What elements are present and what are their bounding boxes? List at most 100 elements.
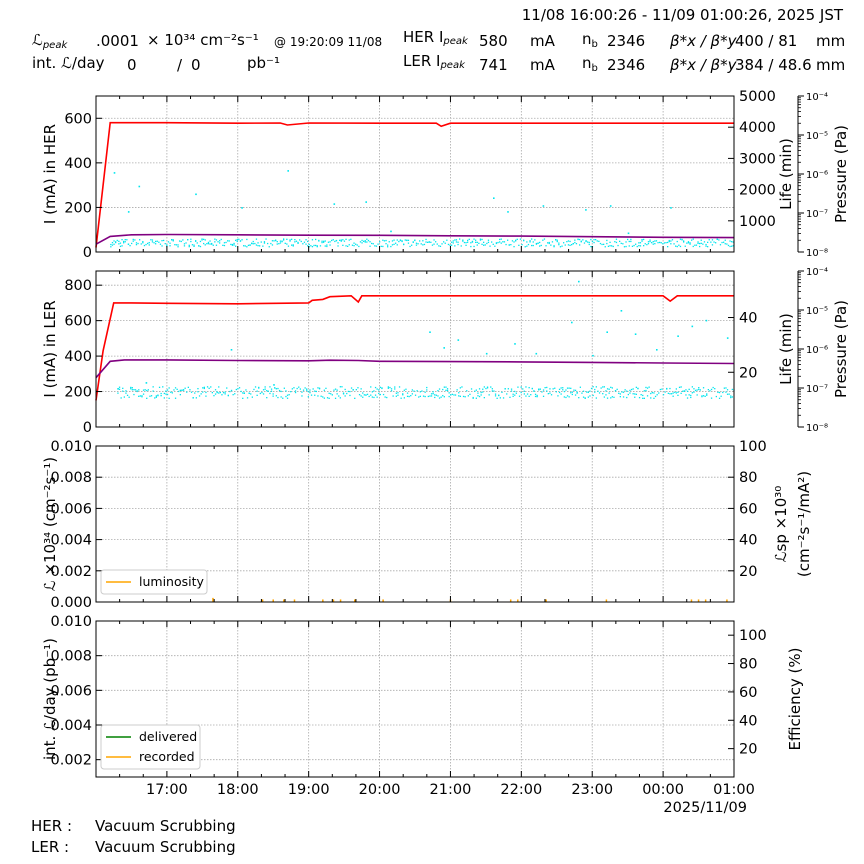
pressure-point	[219, 391, 221, 394]
y-tick-label: 400	[64, 156, 92, 172]
pressure-point	[259, 245, 261, 247]
pressure-point	[512, 393, 514, 395]
pressure-point	[465, 242, 467, 244]
pressure-point	[454, 245, 456, 247]
pressure-point	[307, 240, 309, 243]
pressure-point	[560, 387, 562, 389]
pressure-point	[732, 241, 734, 243]
pressure-point	[611, 387, 613, 389]
pressure-point	[574, 239, 576, 241]
pressure-point	[534, 395, 537, 398]
pressure-point	[520, 391, 522, 394]
life-line	[95, 233, 735, 245]
series	[95, 280, 735, 401]
pressure-point	[611, 245, 613, 247]
pressure-point	[312, 388, 314, 390]
pressure-point	[547, 393, 549, 395]
pressure-point	[597, 390, 599, 392]
y-tick-label: 0.010	[50, 439, 92, 455]
pressure-point	[491, 241, 493, 243]
pressure-point	[197, 391, 199, 393]
x-tick-label: 00:00	[642, 782, 684, 798]
pressure-point	[430, 395, 433, 397]
pressure-point	[519, 238, 522, 240]
pressure-point	[539, 241, 541, 244]
pressure-point	[387, 244, 389, 246]
pressure-point	[206, 243, 208, 245]
pressure-point	[558, 242, 560, 244]
pressure-point	[346, 392, 348, 395]
pressure-point	[232, 394, 234, 396]
her-beta-value: 400 / 81	[735, 32, 797, 50]
pressure-point	[523, 390, 525, 392]
lpeak-label: ℒpeak	[32, 31, 68, 51]
pressure-point	[289, 240, 291, 242]
header: 11/08 16:00:26 - 11/09 01:00:26, 2025 JS…	[32, 6, 845, 74]
legend-label: delivered	[139, 729, 197, 744]
pressure-point	[306, 389, 308, 391]
pressure-outlier	[634, 333, 637, 335]
pressure-point	[565, 389, 567, 391]
her-status-label: HER :	[31, 817, 72, 835]
pressure-point	[587, 391, 589, 393]
pressure-point	[227, 394, 229, 396]
pressure-point	[130, 386, 132, 389]
y2-tick-label: 100	[739, 628, 767, 644]
y-tick-label: 0.000	[50, 595, 92, 611]
pressure-point	[257, 242, 259, 244]
pressure-point	[666, 388, 668, 390]
pressure-point	[266, 390, 268, 392]
pressure-point	[676, 245, 678, 248]
pressure-point	[431, 244, 434, 246]
pressure-point	[333, 389, 335, 391]
pressure-point	[123, 242, 125, 244]
pressure-point	[214, 241, 216, 243]
pressure-point	[466, 390, 468, 392]
y2-axis-label: Life (min)	[777, 313, 795, 385]
pressure-point	[230, 389, 233, 392]
pressure-point	[691, 386, 693, 388]
intl-label: int. ℒ/day	[32, 54, 105, 72]
ler-status-label: LER :	[31, 838, 69, 856]
pressure-point	[446, 239, 448, 241]
pressure-point	[702, 395, 705, 397]
pressure-point	[163, 239, 165, 242]
pressure-point	[588, 243, 590, 246]
pressure-point	[171, 392, 173, 394]
pressure-point	[200, 393, 202, 395]
pressure-point	[584, 397, 586, 399]
pressure-point	[487, 239, 490, 241]
pressure-point	[659, 241, 661, 244]
pressure-tick-label: 10⁻⁸	[806, 423, 828, 434]
pressure-point	[169, 245, 171, 247]
pressure-point	[483, 241, 485, 243]
y2-tick-label: 60	[739, 501, 757, 517]
pressure-point	[718, 391, 721, 394]
pressure-point	[550, 394, 553, 396]
pressure-point	[310, 394, 313, 396]
pressure-point	[124, 241, 126, 243]
pressure-point	[117, 392, 119, 394]
pressure-point	[407, 242, 410, 244]
pressure-tick-label: 10⁻⁷	[806, 209, 828, 220]
pressure-outlier	[493, 197, 495, 199]
pressure-point	[652, 241, 654, 243]
pressure-point	[457, 243, 459, 246]
pressure-point	[724, 243, 726, 245]
pressure-point	[168, 397, 170, 399]
pressure-point	[489, 245, 491, 247]
pressure-point	[301, 395, 303, 397]
pressure-point	[371, 396, 373, 398]
pressure-point	[129, 245, 131, 247]
time-range: 11/08 16:00:26 - 11/09 01:00:26, 2025 JS…	[522, 6, 844, 24]
pressure-point	[700, 242, 702, 244]
pressure-point	[478, 242, 480, 244]
pressure-point	[510, 244, 512, 246]
pressure-point	[324, 245, 326, 247]
pressure-point	[726, 243, 728, 245]
pressure-point	[145, 243, 147, 246]
pressure-point	[275, 388, 277, 390]
pressure-point	[262, 245, 264, 247]
intl-recorded: 0	[191, 56, 201, 74]
pressure-point	[531, 387, 533, 390]
